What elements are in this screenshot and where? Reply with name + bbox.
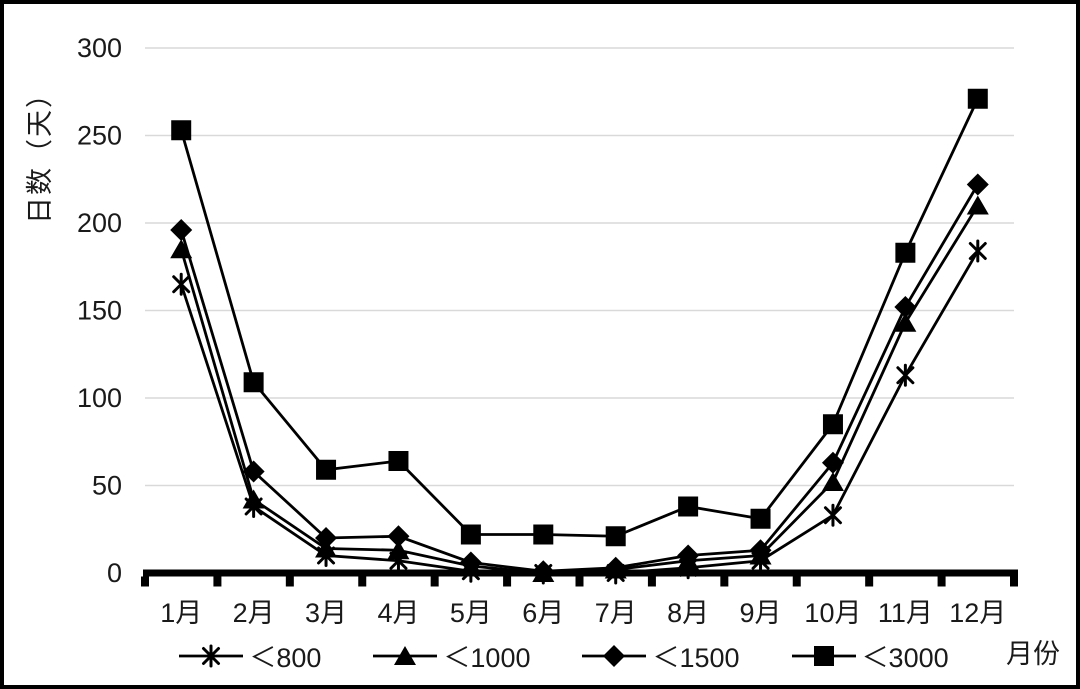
marker-diamond xyxy=(603,644,626,667)
x-tick-label: 8月 xyxy=(667,598,709,628)
marker-diamond xyxy=(387,525,410,548)
y-axis-title: 日数（天） xyxy=(25,79,55,224)
marker-square xyxy=(605,526,626,547)
x-tick-label: 2月 xyxy=(233,598,275,628)
x-axis-tick xyxy=(285,576,294,587)
marker-diamond xyxy=(749,539,772,562)
marker-diamond xyxy=(532,560,555,583)
marker-triangle xyxy=(394,645,417,665)
x-axis-tick xyxy=(1010,576,1018,587)
marker-square xyxy=(388,451,409,471)
x-tick-label: 7月 xyxy=(595,598,637,628)
marker-asterisk xyxy=(202,644,221,667)
marker-square xyxy=(316,459,337,480)
legend-marker-triangle-icon xyxy=(373,645,438,665)
marker-triangle xyxy=(242,489,265,509)
marker-square xyxy=(533,524,554,545)
y-tick-label: 50 xyxy=(92,471,122,501)
x-axis-tick xyxy=(937,576,946,587)
x-axis-tick xyxy=(141,576,149,587)
legend-label: ＜1000 xyxy=(443,643,531,673)
x-axis-tick xyxy=(430,576,439,587)
y-tick-label: 0 xyxy=(107,558,122,588)
legend-marker-asterisk-icon xyxy=(179,644,244,667)
marker-diamond xyxy=(894,296,917,318)
legend-label: ＜1500 xyxy=(652,643,740,673)
marker-diamond xyxy=(242,460,265,483)
y-tick-label: 250 xyxy=(77,121,122,151)
x-tick-label: 11月 xyxy=(878,598,933,628)
series-line xyxy=(179,204,979,575)
x-axis-tick xyxy=(503,576,512,587)
x-tick-label: 12月 xyxy=(949,598,1006,628)
legend-item-＜800[interactable]: ＜800 xyxy=(179,636,321,675)
legend-label: ＜3000 xyxy=(861,643,949,673)
marker-square xyxy=(822,414,843,435)
y-tick-label: 100 xyxy=(77,383,122,413)
x-axis-title: 月份 xyxy=(1006,639,1060,669)
x-axis-tick xyxy=(865,576,874,587)
marker-triangle xyxy=(387,540,410,560)
y-tick-label: 300 xyxy=(77,33,122,63)
marker-square xyxy=(895,242,916,263)
marker-asterisk xyxy=(172,272,191,296)
chart-legend: ＜800 ＜1000 ＜1500 ＜3000 xyxy=(144,636,984,675)
marker-square xyxy=(678,496,699,517)
marker-square xyxy=(243,372,264,393)
y-tick-label: 200 xyxy=(77,208,122,238)
x-axis-tick xyxy=(358,576,367,587)
x-tick-label: 1月 xyxy=(160,598,202,628)
legend-item-＜3000[interactable]: ＜3000 xyxy=(791,636,949,675)
x-tick-label: 10月 xyxy=(804,598,861,628)
x-tick-label: 4月 xyxy=(377,598,419,628)
marker-diamond xyxy=(966,173,989,196)
series-line xyxy=(179,98,980,538)
legend-marker-square-icon xyxy=(791,645,856,666)
x-tick-label: 9月 xyxy=(740,598,782,628)
marker-diamond xyxy=(604,556,627,579)
legend-item-＜1000[interactable]: ＜1000 xyxy=(373,636,530,675)
x-axis-tick xyxy=(647,576,656,587)
x-axis-tick xyxy=(720,576,729,587)
x-tick-label: 6月 xyxy=(522,598,564,628)
x-axis-tick xyxy=(213,576,222,587)
series-＜3000 xyxy=(171,88,988,547)
x-tick-label: 3月 xyxy=(305,598,347,628)
marker-asterisk xyxy=(896,363,915,387)
x-axis-tick xyxy=(575,576,584,587)
marker-square xyxy=(813,645,834,666)
y-tick-label: 150 xyxy=(77,296,122,326)
line-chart: 0 50 100 150 200 250 300 1月 2月 3月 4月 5月 6月 7月 8月 9月 10月 1… xyxy=(77,33,1018,628)
x-tick-label: 5月 xyxy=(450,598,492,628)
legend-label: ＜800 xyxy=(249,643,322,673)
marker-diamond xyxy=(170,219,193,241)
marker-square xyxy=(967,88,988,109)
series-line xyxy=(179,183,979,573)
marker-diamond xyxy=(315,527,338,549)
marker-diamond xyxy=(821,451,844,474)
marker-asterisk xyxy=(968,239,987,263)
marker-triangle xyxy=(170,239,193,259)
marker-square xyxy=(460,524,481,545)
marker-asterisk xyxy=(823,503,842,527)
x-axis-tick xyxy=(792,576,801,587)
marker-diamond xyxy=(459,551,482,574)
series-line xyxy=(179,250,980,575)
marker-square xyxy=(171,120,192,141)
marker-triangle xyxy=(966,195,989,215)
marker-triangle xyxy=(821,472,844,491)
marker-triangle xyxy=(894,312,917,332)
legend-item-＜1500[interactable]: ＜1500 xyxy=(582,636,740,675)
series-＜1500 xyxy=(170,173,989,583)
legend-marker-diamond-icon xyxy=(582,644,647,667)
marker-diamond xyxy=(677,544,700,567)
marker-square xyxy=(750,508,771,529)
